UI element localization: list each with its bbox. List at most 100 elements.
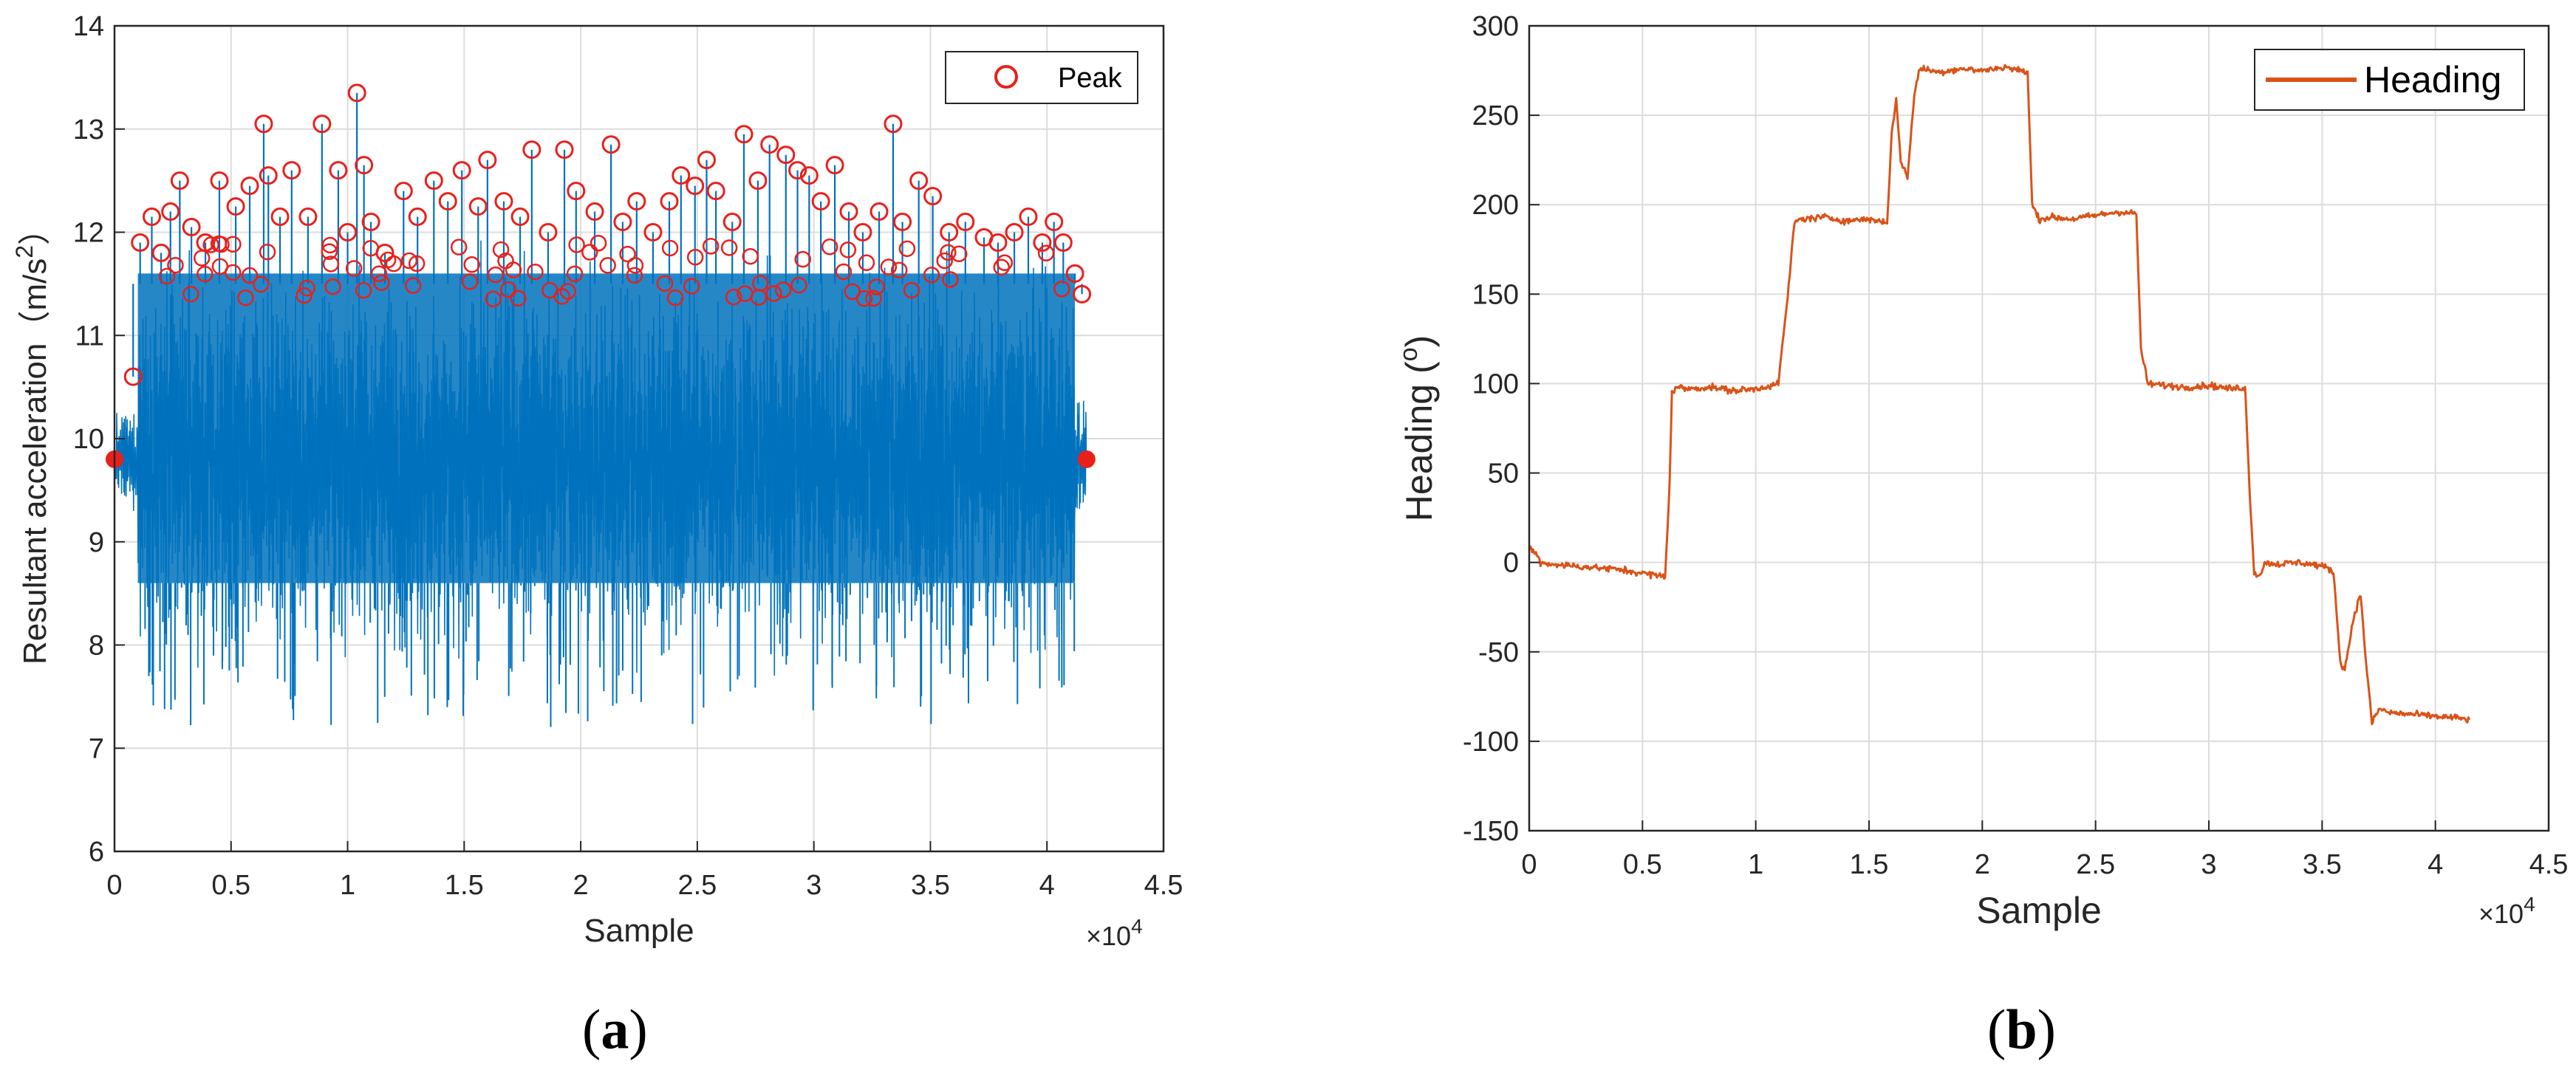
peak-marker (182, 218, 201, 237)
peak-marker (590, 234, 607, 252)
x-tick-label-b: 3.5 (2303, 849, 2342, 880)
peak-marker (855, 290, 873, 307)
peak-marker (853, 223, 872, 241)
y-tick-label-b: 0 (1503, 548, 1519, 579)
peak-marker (627, 192, 646, 211)
peak-marker (742, 247, 759, 265)
legend-peak-label: Peak (1058, 63, 1123, 94)
peak-marker (643, 223, 663, 241)
peak-marker (720, 239, 738, 256)
peak-marker (197, 265, 213, 283)
x-tick-label-a: 0.5 (211, 870, 250, 901)
y-tick-label-a: 7 (89, 733, 104, 764)
x-tick-label-b: 0 (1521, 849, 1537, 880)
peak-marker (254, 114, 273, 134)
peak-marker (923, 187, 943, 206)
peak-marker (1065, 264, 1084, 283)
peak-marker (672, 166, 691, 185)
peak-marker (799, 166, 819, 185)
x-tick-label-b: 0.5 (1623, 849, 1662, 880)
peak-marker (400, 252, 418, 270)
peak-marker (193, 250, 211, 267)
peak-marker (408, 207, 427, 227)
legend-box-a (945, 51, 1138, 104)
peak-marker (683, 278, 700, 295)
peak-marker (940, 223, 959, 241)
peak-marker (760, 135, 779, 154)
peak-marker (259, 243, 276, 261)
peak-marker (697, 151, 717, 170)
peak-marker (581, 244, 598, 261)
peak-marker (748, 171, 768, 191)
peak-marker (936, 252, 953, 270)
acceleration-chart: 0 0.5 1 1.5 2 2.5 3 3.5 4 4.5 6 7 8 9 10 11 12 13 14 Sampl… (11, 11, 1183, 951)
peak-marker (996, 254, 1014, 272)
x-tick-label-b: 4 (2428, 849, 2443, 880)
peak-marker (599, 257, 616, 274)
panel-label-b: (b) (1987, 998, 2056, 1061)
peak-marker (347, 83, 366, 103)
peak-marker (539, 223, 558, 241)
y-tick-label-b: 50 (1488, 459, 1519, 490)
y-tick-label-a: 12 (73, 218, 104, 249)
peak-marker (811, 192, 830, 211)
heading-series (1528, 64, 2471, 726)
y-tick-label-a: 8 (89, 631, 104, 662)
peak-marker (988, 233, 1008, 252)
ticks-a: 0 0.5 1 1.5 2 2.5 3 3.5 4 4.5 6 7 8 9 10 11 12 13 14 (73, 11, 1183, 901)
legend-b: Heading (2254, 49, 2525, 111)
y-tick-label-a: 10 (73, 424, 104, 455)
x-tick-label-a: 4 (1039, 870, 1055, 901)
peak-marker (555, 140, 574, 159)
peak-marker (463, 256, 480, 273)
peak-marker (839, 241, 857, 258)
peak-marker (1053, 233, 1073, 252)
peak-marker (725, 289, 742, 306)
peak-marker (408, 255, 426, 272)
peak-marker (1037, 244, 1055, 262)
y-tick-label-b: 300 (1472, 11, 1519, 42)
peak-marker (1045, 213, 1064, 232)
peak-marker (619, 245, 636, 263)
peak-marker (394, 182, 413, 201)
peak-marker (835, 263, 853, 281)
plot-frame-b (1528, 24, 2550, 832)
peak-marker (182, 286, 199, 303)
x-tick-label-b: 3 (2201, 849, 2216, 880)
peak-marker (500, 281, 517, 298)
x-axis-label-b: Sample (1976, 890, 2102, 931)
peak-marker (324, 278, 341, 295)
x-tick-label-a: 3.5 (911, 870, 950, 901)
peak-marker (656, 275, 674, 292)
peak-marker (706, 182, 725, 201)
peak-marker (226, 197, 245, 216)
peak-marker (898, 240, 916, 258)
peak-marker (282, 161, 301, 180)
x-tick-label-b: 2.5 (2076, 849, 2115, 880)
peak-marker (161, 202, 180, 222)
peak-marker (702, 238, 720, 255)
peak-marker (686, 176, 705, 196)
peak-marker (321, 243, 338, 260)
peak-marker (237, 289, 254, 306)
peak-marker (355, 156, 374, 175)
peak-marker (253, 275, 270, 293)
peak-marker (950, 245, 968, 263)
peak-marker (686, 249, 704, 266)
peak-markers (106, 83, 1096, 468)
x-tick-label-a: 4.5 (1144, 870, 1183, 901)
peak-marker (956, 213, 975, 232)
y-tick-label-b: 100 (1472, 368, 1519, 399)
y-tick-label-a: 9 (89, 527, 104, 558)
x-tick-label-a: 1.5 (445, 870, 484, 901)
peak-marker (355, 281, 372, 299)
peak-marker (788, 161, 807, 180)
peak-marker (884, 114, 903, 134)
panel-label-a: (a) (582, 998, 648, 1061)
peak-marker (794, 250, 811, 268)
peak-marker (240, 176, 259, 196)
peak-marker (1019, 207, 1038, 227)
x-tick-label-a: 3 (806, 870, 821, 901)
ticks-b: 0 0.5 1 1.5 2 2.5 3 3.5 4 4.5 -150 -100 -50 0 50 100 150… (1463, 11, 2568, 880)
y-tick-label-b: 250 (1472, 100, 1519, 131)
